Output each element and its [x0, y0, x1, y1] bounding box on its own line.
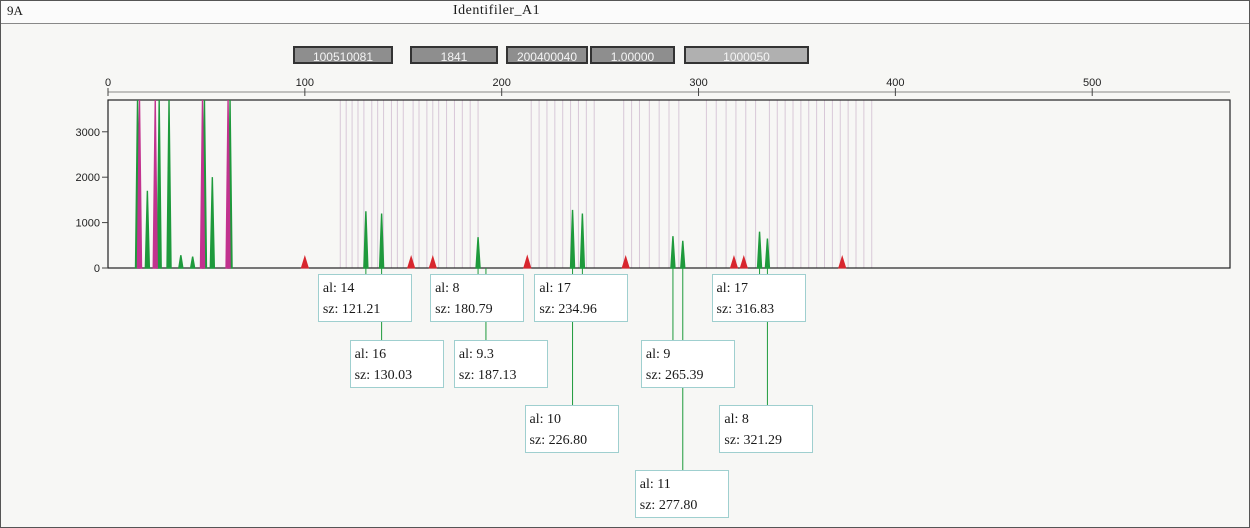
green-peak [580, 214, 584, 268]
allele-call: al: 10 [530, 412, 562, 428]
allele-call: al: 9.3 [459, 347, 494, 363]
allele-label[interactable]: al: 11 sz: 277.80 [635, 470, 729, 518]
y-tick-label: 0 [94, 263, 100, 275]
green-peak [157, 100, 161, 268]
green-peak [167, 100, 171, 268]
x-tick-label: 200 [493, 77, 511, 89]
green-peak [179, 255, 183, 268]
green-peak [364, 211, 368, 268]
allele-label[interactable]: al: 17 sz: 234.96 [534, 274, 628, 322]
green-peak [681, 241, 685, 268]
y-tick-label: 3000 [76, 127, 100, 139]
x-tick-label: 500 [1083, 77, 1101, 89]
allele-call: al: 14 [323, 281, 355, 297]
allele-call: al: 8 [435, 281, 460, 297]
allele-call: al: 17 [717, 281, 749, 297]
allele-call: al: 11 [640, 477, 671, 493]
green-peak [476, 237, 480, 268]
x-tick-label: 400 [886, 77, 904, 89]
allele-label[interactable]: al: 10 sz: 226.80 [525, 405, 619, 453]
allele-call: al: 8 [724, 412, 749, 428]
peaks [136, 100, 846, 268]
allele-size: sz: 277.80 [640, 498, 698, 514]
allele-size: sz: 187.13 [459, 368, 517, 384]
allele-size: sz: 265.39 [646, 368, 704, 384]
y-ticks: 0 1000 2000 3000 [76, 127, 108, 275]
allele-call: al: 17 [539, 281, 571, 297]
green-peak [191, 257, 195, 268]
allele-size: sz: 121.21 [323, 302, 381, 318]
allele-label[interactable]: al: 14 sz: 121.21 [318, 274, 412, 322]
green-peak [758, 232, 762, 268]
green-peak [145, 191, 149, 268]
red-peak [429, 257, 436, 268]
red-peak [524, 256, 531, 268]
allele-call: al: 9 [646, 347, 671, 363]
x-tick-label: 300 [689, 77, 707, 89]
allele-label[interactable]: al: 9 sz: 265.39 [641, 340, 735, 388]
x-ticks: 0 100 200 300 400 500 [105, 77, 1101, 96]
green-peak [210, 177, 214, 268]
green-peak [571, 210, 575, 268]
green-peak [380, 214, 384, 268]
green-peak [765, 238, 769, 268]
allele-label[interactable]: al: 16 sz: 130.03 [350, 340, 444, 388]
allele-size: sz: 130.03 [355, 368, 413, 384]
allele-size: sz: 316.83 [717, 302, 775, 318]
allele-size: sz: 226.80 [530, 433, 588, 449]
y-tick-label: 1000 [76, 218, 100, 230]
allele-size: sz: 180.79 [435, 302, 493, 318]
allele-label[interactable]: al: 17 sz: 316.83 [712, 274, 806, 322]
x-tick-label: 100 [296, 77, 314, 89]
x-tick-label: 0 [105, 77, 111, 89]
allele-label[interactable]: al: 8 sz: 321.29 [719, 405, 813, 453]
allele-size: sz: 321.29 [724, 433, 782, 449]
allele-size: sz: 234.96 [539, 302, 597, 318]
allele-call: al: 16 [355, 347, 387, 363]
y-tick-label: 2000 [76, 172, 100, 184]
allele-label[interactable]: al: 9.3 sz: 187.13 [454, 340, 548, 388]
magenta-peak [153, 100, 157, 268]
green-peak [671, 236, 675, 268]
allele-label[interactable]: al: 8 sz: 180.79 [430, 274, 524, 322]
red-peak [301, 257, 308, 268]
bin-lines [340, 100, 871, 268]
